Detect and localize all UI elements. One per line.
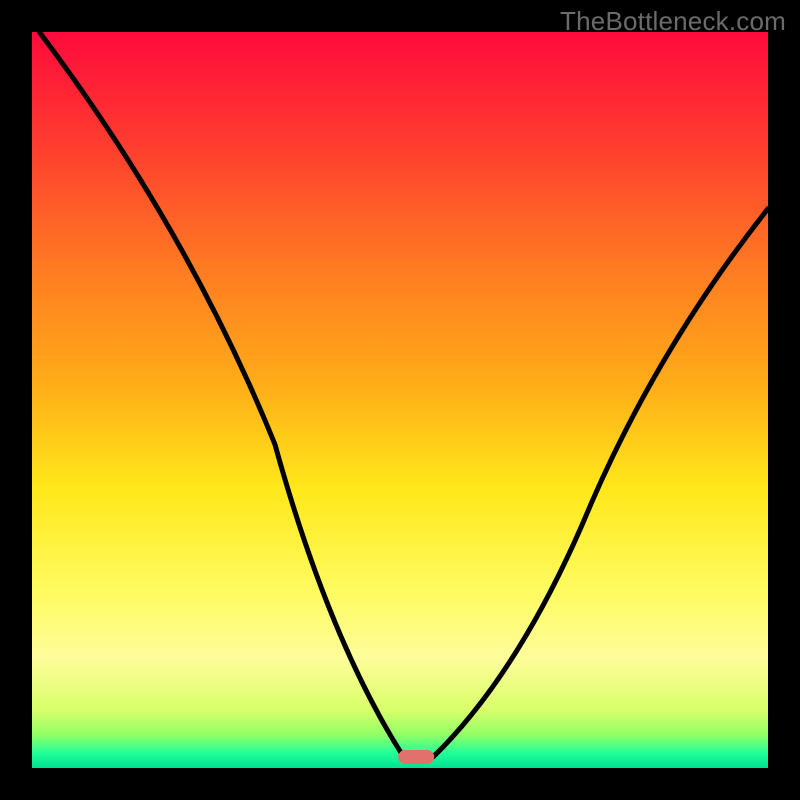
bottleneck-chart bbox=[0, 0, 800, 800]
plot-background bbox=[32, 32, 768, 768]
chart-container: { "watermark": { "text": "TheBottleneck.… bbox=[0, 0, 800, 800]
watermark-text: TheBottleneck.com bbox=[560, 6, 786, 37]
minimum-marker bbox=[398, 750, 434, 764]
